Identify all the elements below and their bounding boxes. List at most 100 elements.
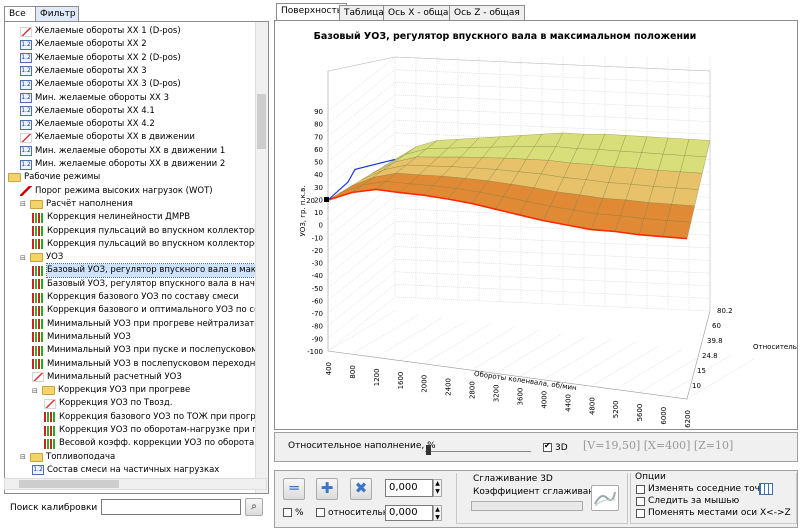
grid-line bbox=[327, 284, 396, 339]
tree-folder[interactable]: ⊟ УОЗ bbox=[20, 251, 63, 264]
checkbox-3d[interactable]: ✔ bbox=[543, 441, 552, 452]
folder-icon bbox=[42, 386, 55, 396]
opt-follow-mouse-checkbox[interactable] bbox=[636, 497, 645, 506]
tree-item[interactable]: Минимальный УОЗ bbox=[32, 331, 131, 344]
tree-item-label: Желаемые обороты ХХ 1 (D-pos) bbox=[35, 26, 181, 36]
tree-item[interactable]: Коррекция нелинейности ДМРВ bbox=[32, 211, 190, 224]
x-tick-label: 4000 bbox=[540, 391, 548, 409]
value-input-1[interactable]: 0,000 bbox=[385, 479, 433, 497]
tree-item[interactable]: Коррекция УОЗ по Твозд. bbox=[44, 397, 173, 410]
tree-item[interactable]: Коррекция УОЗ по оборотам-нагрузке при п bbox=[44, 424, 258, 437]
multiply-button[interactable]: ✖ bbox=[350, 478, 372, 500]
opt-follow-mouse-label: Следить за мышью bbox=[648, 496, 740, 506]
tree-item[interactable]: Коррекция базового и оптимального УОЗ по… bbox=[32, 304, 264, 317]
value-input-2[interactable]: 0,000 bbox=[385, 505, 433, 521]
smoothing-slider[interactable] bbox=[471, 501, 583, 511]
grid-line bbox=[327, 296, 396, 352]
tree-folder[interactable]: ⊟ Расчёт наполнения bbox=[20, 198, 133, 211]
tree-item[interactable]: 1.2 Состав смеси на частичных нагрузках bbox=[32, 464, 219, 477]
tree-item-label: Желаемые обороты ХХ 2 bbox=[35, 39, 147, 50]
hscroll-thumb[interactable] bbox=[19, 480, 119, 488]
equals-icon: ═ bbox=[289, 479, 299, 497]
tree-item[interactable]: 1.2 Желаемые обороты ХХ 2 (D-pos) bbox=[20, 52, 181, 65]
tree-item[interactable]: Желаемые обороты ХХ в движении bbox=[20, 131, 195, 144]
value-spinner-2[interactable]: ▲ ▼ bbox=[433, 505, 442, 521]
tree-folder[interactable]: ⊟ Топливоподача bbox=[20, 451, 115, 464]
tab-x-axis[interactable]: Ось X - общая bbox=[383, 5, 459, 21]
collapse-icon[interactable]: ⊟ bbox=[20, 253, 26, 262]
tree-item[interactable]: Порог режима высоких нагрузок (WOT) bbox=[20, 185, 213, 198]
bar-chart-icon bbox=[32, 359, 44, 369]
tree-item[interactable]: Коррекция базового УОЗ по составу смеси bbox=[32, 291, 239, 304]
opt-swap-axes-checkbox[interactable] bbox=[636, 509, 645, 518]
tree-item[interactable]: Базовый УОЗ, регулятор впускного вала в … bbox=[32, 278, 260, 291]
surface-chart[interactable]: Базовый УОЗ, регулятор впускного вала в … bbox=[274, 20, 801, 430]
equals-button[interactable]: ═ bbox=[283, 478, 305, 500]
surface-chart-svg[interactable]: Базовый УОЗ, регулятор впускного вала в … bbox=[275, 21, 801, 429]
x-tick-label: 400 bbox=[325, 362, 333, 375]
tree-item[interactable]: 1.2 Желаемые обороты ХХ 2 bbox=[20, 38, 147, 51]
tree-item[interactable]: Минимальный УОЗ при прогреве нейтрализат… bbox=[32, 318, 265, 331]
tree-item[interactable]: Коррекция пульсаций во впускном коллекто… bbox=[32, 225, 260, 238]
tree-item[interactable]: Базовый УОЗ, регулятор впускного вала в … bbox=[32, 263, 262, 279]
tree-horizontal-scrollbar[interactable] bbox=[4, 478, 267, 490]
tree-folder[interactable]: Рабочие режимы bbox=[8, 171, 100, 184]
calibration-tree[interactable]: Желаемые обороты ХХ 1 (D-pos) 1.2 Желаемые… bbox=[4, 21, 269, 494]
add-button[interactable]: ✚ bbox=[316, 478, 338, 500]
fill-slider[interactable] bbox=[425, 451, 531, 452]
tab-filter[interactable]: Фильтр bbox=[35, 6, 79, 21]
grid-line bbox=[394, 296, 711, 312]
tree-item[interactable]: 1.2 Желаемые обороты ХХ 4.1 bbox=[20, 105, 155, 118]
tree-item-label: Рабочие режимы bbox=[24, 172, 101, 183]
collapse-icon[interactable]: ⊟ bbox=[32, 386, 38, 395]
tree-item[interactable]: 1.2 Мин. желаемые обороты ХХ в движении 2 bbox=[20, 158, 225, 171]
bar-chart-icon bbox=[32, 345, 44, 356]
tree-item[interactable]: Минимальный УОЗ в послепусковом переходн… bbox=[32, 358, 267, 371]
scroll-thumb[interactable] bbox=[257, 94, 266, 149]
relative-checkbox[interactable] bbox=[316, 508, 325, 517]
tree-item[interactable]: 1.2 Желаемые обороты ХХ 4.2 bbox=[20, 118, 155, 131]
tree-item[interactable]: Минимальный УОЗ при пуске и послепусково… bbox=[32, 344, 266, 357]
grid-line bbox=[327, 170, 396, 225]
tab-surface[interactable]: Поверхность bbox=[276, 3, 348, 21]
tree-item-label: Расчёт наполнения bbox=[46, 198, 133, 209]
x-tick-label: 5200 bbox=[612, 400, 620, 418]
tree-item[interactable]: Коррекция пульсаций во впускном коллекто… bbox=[32, 238, 262, 251]
percent-checkbox[interactable] bbox=[283, 508, 292, 517]
tree-item-label: Базовый УОЗ, регулятор впускного вала в … bbox=[47, 278, 261, 289]
tree-vertical-scrollbar[interactable] bbox=[255, 22, 268, 493]
tree-item[interactable]: 1.2 Мин. желаемые обороты ХХ 3 bbox=[20, 92, 169, 105]
tab-z-axis[interactable]: Ось Z - общая bbox=[449, 5, 525, 21]
tree-item[interactable]: Минимальный расчетный УОЗ bbox=[32, 371, 182, 384]
value-spinner-1[interactable]: ▲ ▼ bbox=[433, 479, 442, 497]
tree-item[interactable]: Коррекция базового УОЗ по ТОЖ при прогр bbox=[44, 411, 256, 424]
grid-icon[interactable] bbox=[759, 483, 773, 495]
x-tick-label: 3600 bbox=[516, 388, 524, 406]
tab-all[interactable]: Все bbox=[4, 6, 38, 21]
grid-line bbox=[519, 336, 587, 377]
search-input[interactable] bbox=[101, 499, 241, 515]
tree-item-label: Желаемые обороты ХХ 4.1 bbox=[35, 105, 155, 116]
fill-slider-thumb[interactable] bbox=[426, 445, 431, 455]
opt-neighbor-checkbox[interactable] bbox=[636, 485, 645, 494]
collapse-icon[interactable]: ⊟ bbox=[20, 200, 26, 209]
tree-item[interactable]: 1.2 Желаемые обороты ХХ 3 bbox=[20, 65, 147, 78]
tree-item[interactable]: Весовой коэфф. коррекции УОЗ по оборотам bbox=[44, 437, 261, 450]
collapse-icon[interactable]: ⊟ bbox=[20, 453, 26, 462]
bar-chart-icon bbox=[32, 332, 44, 343]
search-icon[interactable]: ⌕ bbox=[245, 498, 263, 516]
tab-table[interactable]: Таблица bbox=[339, 5, 389, 21]
tree-folder[interactable]: ⊟ Коррекция УОЗ при прогреве bbox=[32, 384, 190, 397]
tree-item[interactable]: 1.2 Желаемые обороты ХХ 3 (D-pos) bbox=[20, 78, 181, 91]
surface-cell bbox=[653, 170, 681, 189]
value-icon: 1.2 bbox=[20, 39, 32, 50]
tree-item-label: Порог режима высоких нагрузок (WOT) bbox=[35, 185, 213, 196]
grid-line bbox=[327, 132, 396, 187]
tree-item[interactable]: 1.2 Мин. желаемые обороты ХХ в движении 1 bbox=[20, 145, 225, 158]
smooth-surface-button[interactable] bbox=[591, 485, 619, 511]
smoothing-coef-label: Коэффициент сглаживания bbox=[473, 487, 606, 497]
tree-item[interactable]: Желаемые обороты ХХ 1 (D-pos) bbox=[20, 25, 181, 38]
tree-item-label: Мин. желаемые обороты ХХ 3 bbox=[35, 92, 169, 103]
grid-line bbox=[375, 317, 443, 358]
value-icon: 1.2 bbox=[20, 53, 32, 64]
